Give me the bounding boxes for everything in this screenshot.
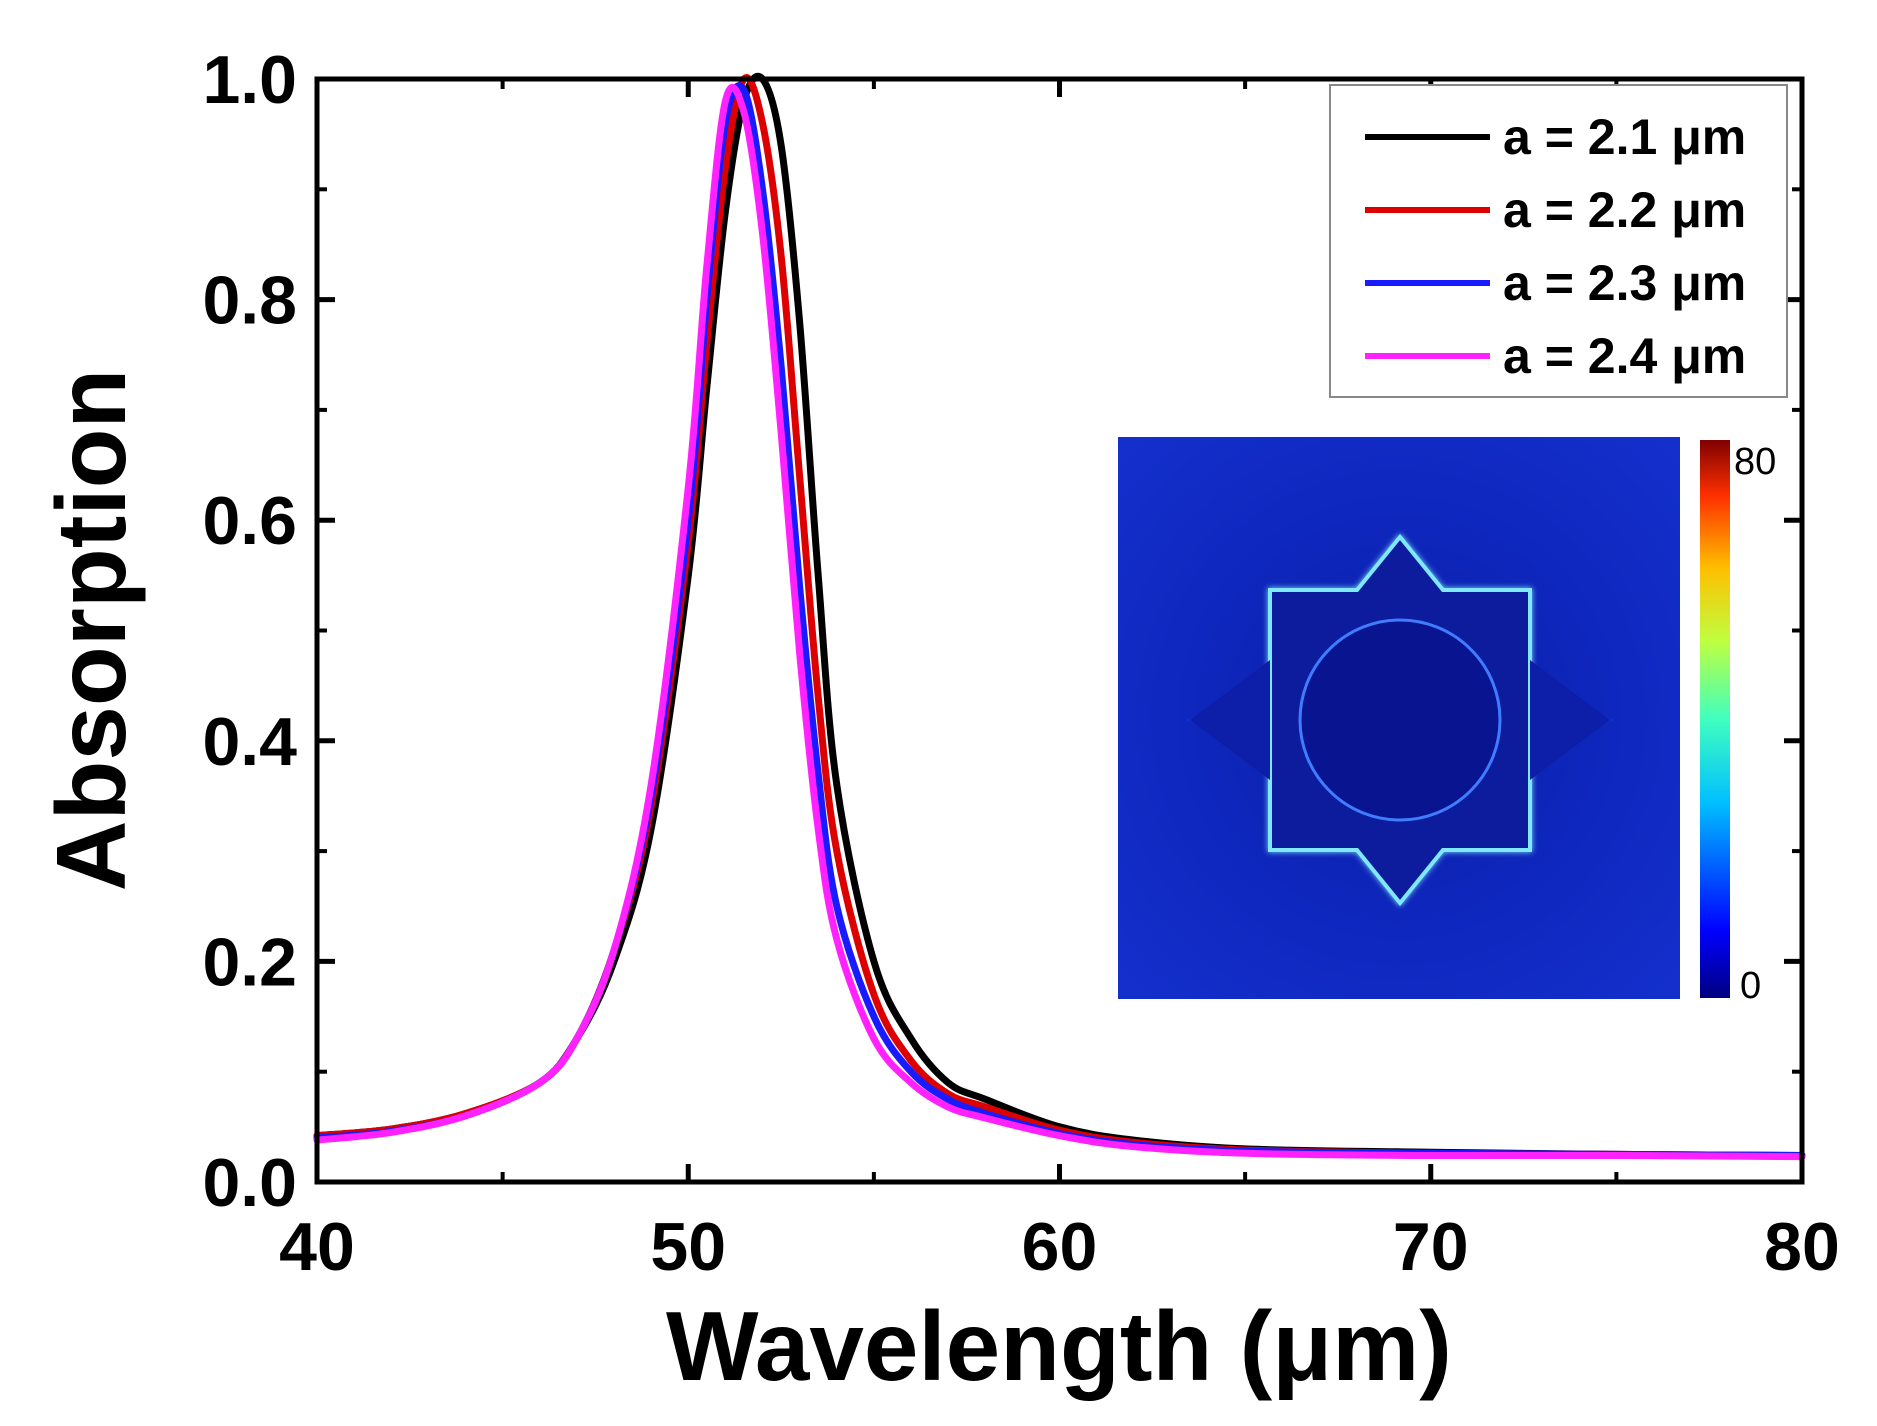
y-tick-label: 0.4 <box>202 704 297 780</box>
x-tick-label: 60 <box>1022 1209 1098 1285</box>
y-tick-label: 0.2 <box>202 924 297 1000</box>
inset-right-lobe <box>1530 660 1610 780</box>
x-tick-label: 50 <box>650 1209 726 1285</box>
y-tick-label: 0.0 <box>202 1145 297 1221</box>
y-axis-title: Absorption <box>36 369 146 892</box>
colorbar-max-label: 80 <box>1734 441 1776 483</box>
x-tick-label: 40 <box>279 1209 355 1285</box>
x-tick-label: 80 <box>1764 1209 1840 1285</box>
inset-left-lobe <box>1190 660 1270 780</box>
y-tick-label: 0.6 <box>202 483 297 559</box>
inset-ring <box>1298 618 1502 822</box>
legend-items: a = 2.1 μm a = 2.2 μm a = 2.3 μm a = 2.4 μm <box>1365 109 1746 384</box>
legend-label-3: a = 2.3 μm <box>1503 255 1746 311</box>
legend-label-4: a = 2.4 μm <box>1503 328 1746 384</box>
x-tick-label: 70 <box>1393 1209 1469 1285</box>
series-line-4 <box>313 84 1806 1161</box>
y-tick-label: 1.0 <box>202 42 297 118</box>
legend-label-2: a = 2.2 μm <box>1503 182 1746 238</box>
colorbar <box>1700 440 1730 998</box>
legend-label-1: a = 2.1 μm <box>1503 109 1746 165</box>
y-axis-ticks: 0.0 0.2 0.4 0.6 0.8 1.0 <box>202 42 1802 1221</box>
x-axis-ticks: 40 50 60 70 80 <box>279 79 1840 1285</box>
legend: a = 2.1 μm a = 2.2 μm a = 2.3 μm a = 2.4 μm <box>1329 84 1788 398</box>
x-axis-title: Wavelength (μm) <box>666 1291 1452 1401</box>
series-group <box>313 72 1806 1161</box>
colorbar-min-label: 0 <box>1740 965 1761 1007</box>
y-tick-label: 0.8 <box>202 263 297 339</box>
inset-field-map: 80 0 <box>1118 437 1776 1007</box>
